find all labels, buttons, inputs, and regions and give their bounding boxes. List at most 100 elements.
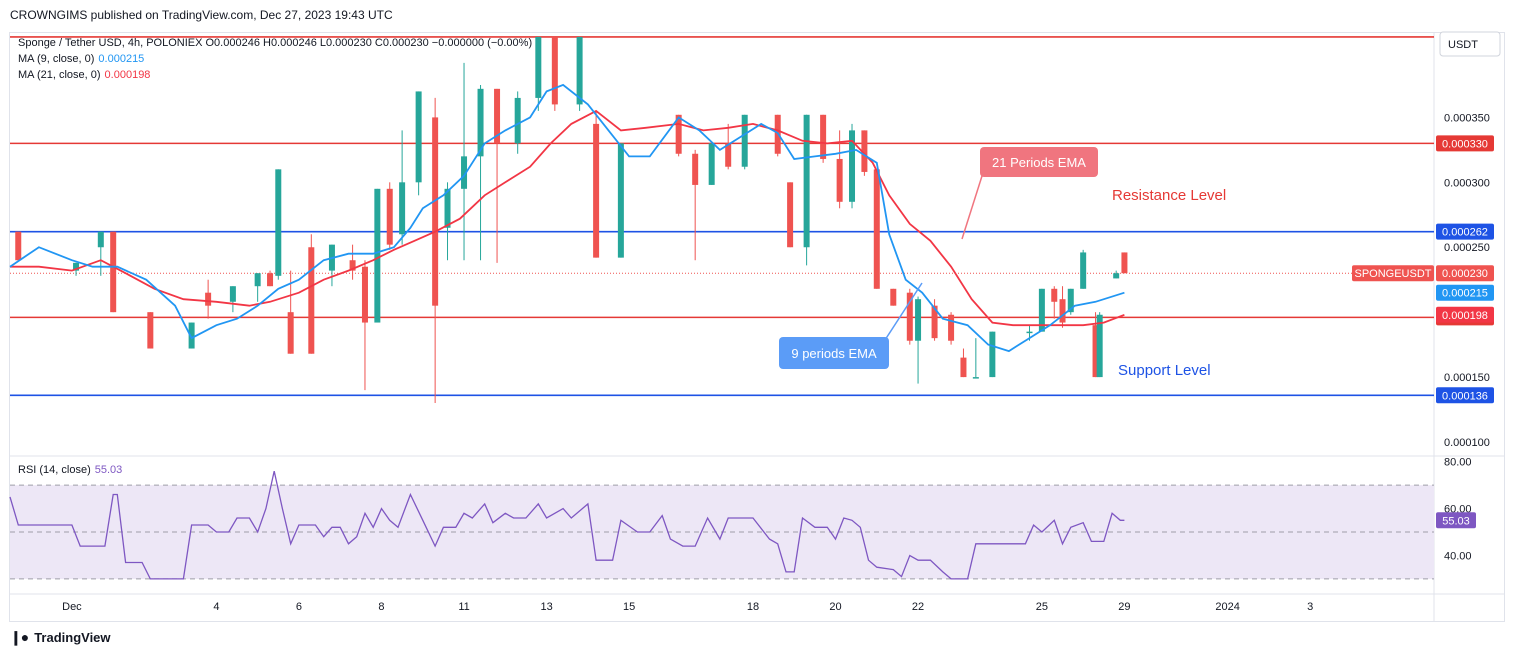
candle[interactable] [617, 143, 624, 258]
candle[interactable] [399, 130, 406, 245]
candle-body [906, 292, 913, 341]
candle-body [1038, 288, 1045, 332]
candle-body [551, 36, 558, 105]
candle-body [989, 331, 996, 378]
candle[interactable] [989, 331, 996, 378]
candle[interactable] [361, 260, 368, 391]
candle[interactable] [97, 231, 104, 276]
candle-body [97, 231, 104, 248]
candle[interactable] [551, 36, 558, 111]
ma9-legend[interactable]: MA (9, close, 0) 0.000215 [18, 53, 144, 65]
ema9-callout-pointer [884, 282, 923, 341]
candle-body [147, 312, 154, 349]
candle[interactable] [849, 123, 856, 209]
candle-body [254, 273, 261, 287]
price-tag-text: 0.000230 [1442, 268, 1488, 280]
time-tick-label: 25 [1036, 601, 1048, 613]
candle[interactable] [803, 114, 810, 266]
candle[interactable] [1051, 286, 1058, 319]
candle[interactable] [725, 123, 732, 170]
candle[interactable] [1067, 288, 1074, 315]
candle-body [1026, 331, 1033, 334]
ema21-callout-box [980, 147, 1098, 177]
candle-body [349, 260, 356, 271]
candle[interactable] [188, 322, 195, 349]
candle[interactable] [328, 244, 335, 287]
candle[interactable] [931, 299, 938, 341]
candle-body [1096, 314, 1103, 378]
candle[interactable] [205, 279, 212, 319]
candle[interactable] [906, 288, 913, 345]
symbol-legend[interactable]: Sponge / Tether USD, 4h, POLONIEX O0.000… [18, 37, 533, 49]
candle[interactable] [386, 182, 393, 250]
candle[interactable] [593, 110, 600, 258]
candle-body [444, 188, 451, 228]
candle-body [73, 262, 80, 271]
axes: 0.0003300.0002620.0001960.0001360.000350… [62, 31, 1501, 613]
candle[interactable] [873, 169, 880, 289]
candle-body [287, 312, 294, 354]
rsi-legend[interactable]: RSI (14, close) 55.03 [18, 464, 122, 476]
price-tick-label: 0.000150 [1444, 372, 1490, 384]
candle[interactable] [374, 188, 381, 323]
candle-body [267, 273, 274, 287]
candle[interactable] [1113, 270, 1120, 279]
candle[interactable] [308, 234, 315, 354]
candle[interactable] [1121, 252, 1128, 274]
time-tick-label: 29 [1118, 601, 1130, 613]
candle[interactable] [415, 91, 422, 196]
candle[interactable] [432, 97, 439, 404]
candle[interactable] [836, 130, 843, 209]
candle[interactable] [287, 270, 294, 354]
candle[interactable] [494, 88, 501, 263]
candle[interactable] [1080, 249, 1087, 289]
candle[interactable] [960, 348, 967, 378]
price-tick-label: 0.000250 [1444, 242, 1490, 254]
candle[interactable] [15, 231, 22, 261]
ma9-legend-value: 0.000215 [98, 53, 145, 65]
tradingview-logo-icon: ❙● [10, 629, 29, 645]
candle[interactable] [461, 62, 468, 261]
time-tick-label: 13 [540, 601, 552, 613]
candle[interactable] [741, 114, 748, 170]
candle[interactable] [708, 143, 715, 185]
candle-body [535, 36, 542, 98]
ma21-legend-value: 0.000198 [104, 69, 151, 81]
candle[interactable] [535, 36, 542, 111]
candle[interactable] [1096, 312, 1103, 378]
price-tag [1436, 284, 1494, 301]
tradingview-footer[interactable]: ❙● TradingView [10, 629, 111, 646]
support-level-label: Support Level [1118, 362, 1211, 379]
ma21-line[interactable] [10, 109, 1125, 327]
candle-body [915, 299, 922, 341]
candle[interactable] [787, 182, 794, 248]
candle[interactable] [1059, 286, 1066, 328]
currency-button[interactable] [1439, 31, 1501, 57]
candle[interactable] [275, 169, 282, 280]
ema9-callout-text: 9 periods EMA [791, 346, 877, 361]
candle[interactable] [254, 273, 261, 302]
candle[interactable] [915, 296, 922, 384]
candle[interactable] [972, 338, 979, 379]
candle-body [576, 36, 583, 105]
candle-body [415, 91, 422, 183]
ma9-line[interactable] [9, 83, 1125, 353]
candle[interactable] [514, 91, 521, 154]
candle[interactable] [675, 114, 682, 157]
candle[interactable] [349, 244, 356, 280]
candle[interactable] [692, 149, 699, 261]
candle[interactable] [477, 84, 484, 261]
rsi-value-tag [1436, 512, 1476, 529]
price-tick-label: 0.000300 [1444, 177, 1490, 189]
candle[interactable] [267, 270, 274, 287]
candle[interactable] [147, 312, 154, 349]
candle[interactable] [948, 312, 955, 345]
candle[interactable] [890, 288, 897, 306]
candle[interactable] [110, 231, 117, 313]
candles [15, 36, 1128, 404]
rsi-line[interactable] [9, 470, 1125, 580]
ma21-legend[interactable]: MA (21, close, 0) 0.000198 [18, 69, 150, 81]
candle[interactable] [444, 182, 451, 261]
candle[interactable] [229, 286, 236, 313]
